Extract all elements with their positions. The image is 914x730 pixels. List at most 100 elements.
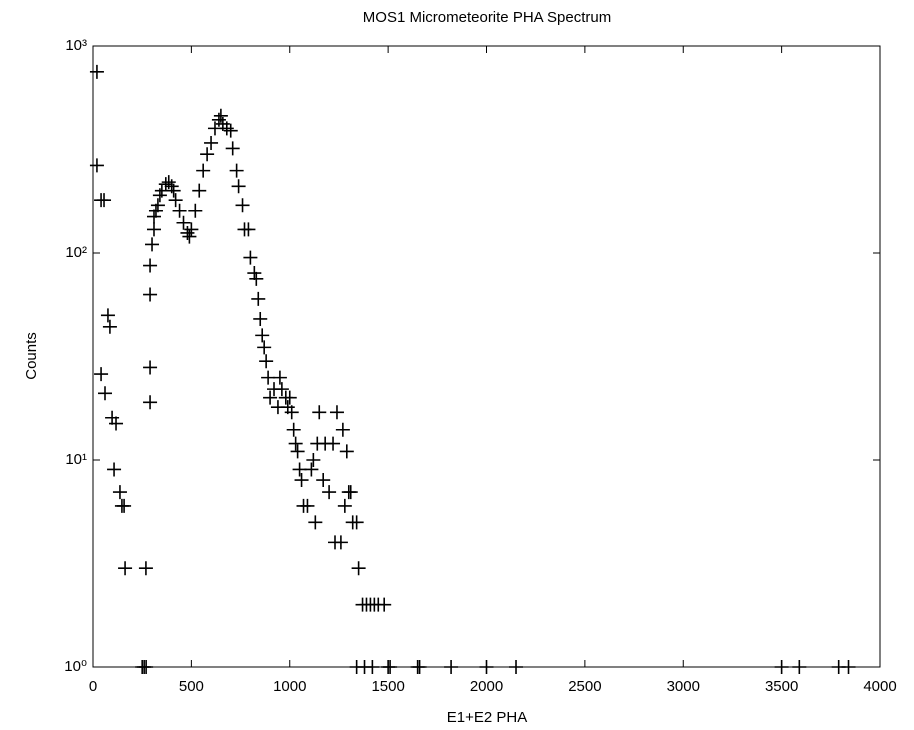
data-point [184, 222, 199, 237]
x-tick-label: 0 [89, 678, 97, 695]
data-point [241, 222, 256, 237]
data-point [841, 660, 856, 674]
x-tick-label: 3000 [667, 678, 700, 695]
data-point [89, 158, 104, 173]
x-tick-label: 2500 [568, 678, 601, 695]
data-point [182, 229, 197, 244]
data-point [326, 436, 341, 451]
data-point [235, 198, 250, 213]
data-point [247, 266, 262, 281]
data-point [306, 453, 321, 467]
data-point [774, 660, 789, 674]
data-point [97, 193, 112, 208]
data-point [176, 215, 191, 230]
data-point [225, 141, 240, 156]
data-point [322, 485, 337, 500]
data-point [139, 660, 154, 674]
data-point [143, 395, 158, 410]
y-tick-label: 10³ [65, 37, 87, 54]
x-tick-label: 4000 [863, 678, 896, 695]
data-point [792, 660, 807, 674]
data-point [150, 198, 165, 213]
data-point [292, 462, 307, 477]
data-point [412, 660, 427, 674]
data-point [223, 123, 238, 138]
data-point [509, 660, 524, 674]
x-tick-label: 500 [179, 678, 204, 695]
y-tick-label: 10¹ [65, 451, 87, 468]
data-point [112, 485, 127, 500]
data-point [288, 436, 303, 451]
data-point [251, 291, 266, 306]
data-point [188, 203, 203, 218]
data-point [333, 535, 348, 550]
data-point [444, 660, 459, 674]
data-point [102, 319, 117, 334]
data-point [294, 473, 309, 488]
data-point [282, 390, 297, 405]
data-point [172, 203, 187, 218]
data-point [192, 183, 207, 198]
data-point [261, 370, 276, 385]
data-point [383, 660, 398, 674]
data-point [329, 405, 344, 420]
data-point [100, 308, 115, 323]
data-point [351, 561, 366, 576]
data-point [284, 405, 299, 420]
data-point [253, 311, 268, 326]
data-point [365, 660, 380, 674]
data-point [479, 660, 494, 674]
data-point [300, 498, 315, 513]
data-point [145, 237, 160, 252]
data-point [272, 370, 287, 385]
x-tick-label: 3500 [765, 678, 798, 695]
y-tick-label: 10² [65, 244, 87, 261]
data-point [196, 163, 211, 178]
data-point [168, 193, 183, 208]
data-point [109, 416, 124, 431]
data-point [107, 462, 122, 477]
x-tick-label: 2000 [470, 678, 503, 695]
data-point [146, 209, 161, 224]
data-point [308, 515, 323, 530]
data-point [98, 386, 113, 401]
data-point [143, 360, 158, 375]
chart-title: MOS1 Micrometeorite PHA Spectrum [363, 9, 611, 26]
data-point [337, 498, 352, 513]
x-tick-label: 1000 [273, 678, 306, 695]
data-point [255, 328, 270, 343]
data-point [243, 250, 258, 265]
data-point [204, 135, 219, 150]
data-point [213, 108, 228, 123]
data-point [286, 422, 301, 437]
data-point [158, 177, 173, 192]
data-point [231, 179, 246, 194]
data-point [290, 444, 305, 459]
y-tick-label: 10⁰ [64, 658, 87, 675]
data-point [138, 561, 153, 576]
x-axis-label: E1+E2 PHA [447, 709, 527, 726]
data-point [146, 222, 161, 237]
data-point [339, 444, 354, 459]
data-point [200, 147, 215, 162]
data-point [349, 515, 364, 530]
data-point [117, 498, 132, 513]
data-point [105, 410, 120, 425]
data-point [94, 367, 109, 382]
data-point [377, 597, 392, 612]
data-point [312, 405, 327, 420]
data-point [118, 561, 133, 576]
data-point [263, 390, 278, 405]
data-point [180, 225, 195, 240]
data-point [166, 183, 181, 198]
data-point [274, 382, 289, 397]
y-axis-label: Counts [23, 332, 40, 380]
data-point [259, 354, 274, 369]
data-point [316, 473, 331, 488]
data-point [143, 258, 158, 273]
data-point [207, 121, 222, 136]
data-point [343, 485, 358, 500]
data-point [257, 340, 272, 355]
data-point [335, 422, 350, 437]
